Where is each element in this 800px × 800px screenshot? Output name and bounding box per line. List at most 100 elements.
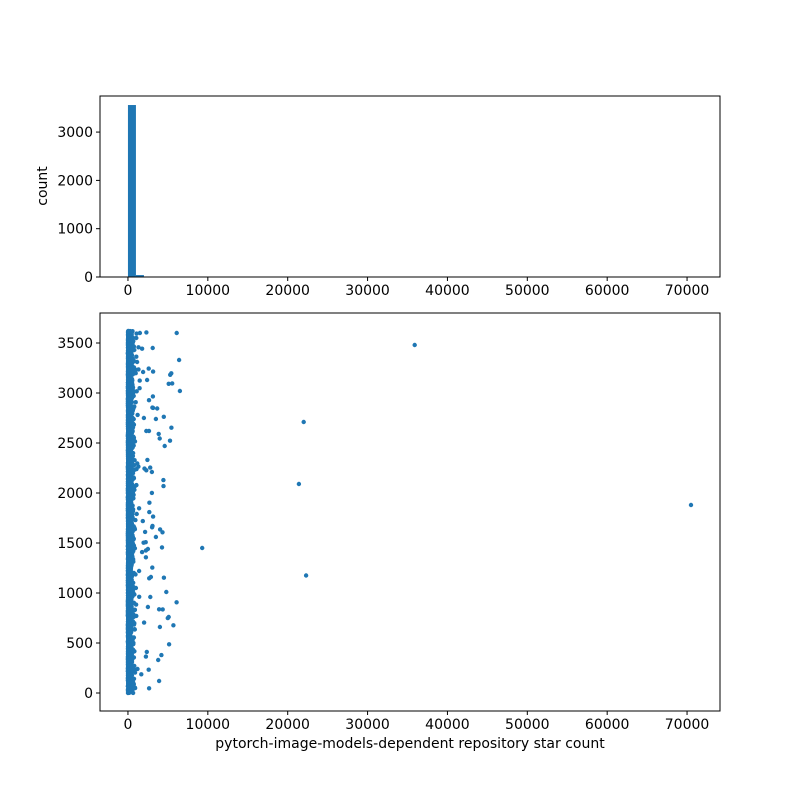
x-tick-label: 0 bbox=[123, 717, 132, 733]
scatter-point bbox=[150, 369, 156, 374]
scatter-point bbox=[137, 378, 142, 383]
scatter-point bbox=[688, 502, 694, 508]
scatter-point bbox=[133, 400, 138, 405]
scatter-point bbox=[147, 509, 152, 515]
scatter-point bbox=[134, 335, 139, 341]
x-tick-label: 20000 bbox=[265, 717, 310, 733]
scatter-point bbox=[143, 555, 149, 560]
scatter-point bbox=[157, 436, 162, 441]
scatter-point bbox=[130, 415, 135, 421]
scatter-point bbox=[126, 328, 131, 334]
scatter-point bbox=[156, 431, 161, 437]
x-tick-label: 70000 bbox=[665, 283, 710, 299]
scatter-point bbox=[167, 438, 173, 443]
y-ticks-group: 0 1000 2000 3000 bbox=[57, 125, 100, 286]
scatter-points-group bbox=[125, 328, 694, 696]
scatter-point bbox=[161, 575, 167, 580]
scatter-point bbox=[153, 534, 159, 540]
scatter-point bbox=[174, 600, 179, 605]
y-tick-label: 3500 bbox=[57, 336, 93, 352]
scatter-point bbox=[177, 388, 183, 394]
x-tick-label: 0 bbox=[123, 283, 132, 299]
scatter-point bbox=[150, 523, 155, 529]
scatter-point bbox=[141, 415, 147, 421]
x-tick-label: 60000 bbox=[585, 283, 630, 299]
y-ticks-group: 0 500 1000 1500 2000 2500 3000 3500 bbox=[57, 336, 100, 702]
scatter-point bbox=[303, 573, 309, 578]
scatter-point bbox=[134, 331, 139, 336]
scatter-point bbox=[296, 481, 302, 487]
scatter-point bbox=[145, 457, 150, 463]
scatter-point bbox=[136, 506, 142, 511]
scatter-point bbox=[132, 663, 137, 669]
y-tick-label: 2000 bbox=[57, 486, 93, 502]
scatter-point bbox=[134, 389, 139, 394]
scatter-point bbox=[162, 443, 167, 449]
x-ticks-group: 0 10000 20000 30000 40000 50000 60000 70000 bbox=[123, 277, 709, 299]
scatter-point bbox=[136, 367, 141, 372]
x-tick-label: 20000 bbox=[265, 283, 310, 299]
scatter-point bbox=[132, 404, 137, 409]
scatter-point bbox=[144, 649, 149, 655]
y-tick-label: 1000 bbox=[57, 586, 93, 602]
histogram-ylabel: count bbox=[35, 166, 51, 206]
scatter-point bbox=[142, 466, 147, 471]
scatter-point bbox=[150, 405, 155, 410]
scatter-point bbox=[166, 381, 171, 386]
scatter-point bbox=[161, 483, 166, 489]
scatter-point bbox=[137, 386, 142, 391]
y-tick-label: 2000 bbox=[57, 173, 93, 189]
y-tick-label: 0 bbox=[84, 270, 93, 286]
scatter-point bbox=[133, 585, 139, 591]
x-tick-label: 60000 bbox=[585, 717, 630, 733]
scatter-point bbox=[135, 412, 140, 418]
scatter-point bbox=[136, 568, 142, 574]
scatter-point bbox=[139, 549, 145, 555]
scatter-point bbox=[156, 678, 162, 684]
scatter-point bbox=[140, 518, 145, 524]
histogram-bars bbox=[127, 105, 144, 277]
scatter-point bbox=[143, 654, 149, 659]
scatter-point bbox=[166, 642, 172, 647]
scatter-chart: 0 10000 20000 30000 40000 50000 60000 70000 0 500… bbox=[57, 312, 721, 733]
x-tick-label: 70000 bbox=[665, 717, 710, 733]
scatter-point bbox=[412, 342, 417, 348]
scatter-point bbox=[157, 624, 163, 630]
scatter-point bbox=[149, 490, 155, 496]
scatter-point bbox=[146, 366, 151, 371]
scatter-xlabel: pytorch-image-models-dependent repositor… bbox=[215, 736, 605, 752]
scatter-point bbox=[137, 330, 143, 336]
scatter-point bbox=[166, 614, 171, 620]
y-tick-label: 1000 bbox=[57, 222, 93, 238]
axes-spine bbox=[99, 312, 721, 712]
axes-spine bbox=[99, 95, 721, 278]
scatter-point bbox=[153, 416, 159, 422]
scatter-point bbox=[164, 589, 169, 595]
histogram-bar bbox=[135, 275, 144, 277]
x-tick-label: 10000 bbox=[186, 283, 231, 299]
scatter-point bbox=[159, 652, 164, 658]
scatter-point bbox=[135, 461, 140, 466]
x-tick-label: 10000 bbox=[186, 717, 231, 733]
scatter-point bbox=[148, 465, 153, 470]
scatter-point bbox=[161, 414, 166, 419]
scatter-point bbox=[144, 428, 149, 434]
y-tick-label: 0 bbox=[84, 686, 93, 702]
x-tick-label: 50000 bbox=[505, 283, 550, 299]
x-tick-label: 30000 bbox=[345, 283, 390, 299]
scatter-point bbox=[149, 469, 155, 475]
scatter-point bbox=[148, 594, 153, 600]
histogram-chart: 0 10000 20000 30000 40000 50000 60000 70000 0 100… bbox=[57, 95, 721, 299]
scatter-point bbox=[146, 667, 151, 672]
scatter-point bbox=[174, 330, 179, 336]
scatter-point bbox=[176, 357, 182, 363]
scatter-point bbox=[137, 594, 142, 599]
x-tick-label: 40000 bbox=[425, 717, 470, 733]
x-tick-label: 30000 bbox=[345, 717, 390, 733]
x-tick-label: 40000 bbox=[425, 283, 470, 299]
y-tick-label: 1500 bbox=[57, 536, 93, 552]
histogram-bar bbox=[127, 105, 136, 277]
scatter-point bbox=[148, 574, 154, 580]
